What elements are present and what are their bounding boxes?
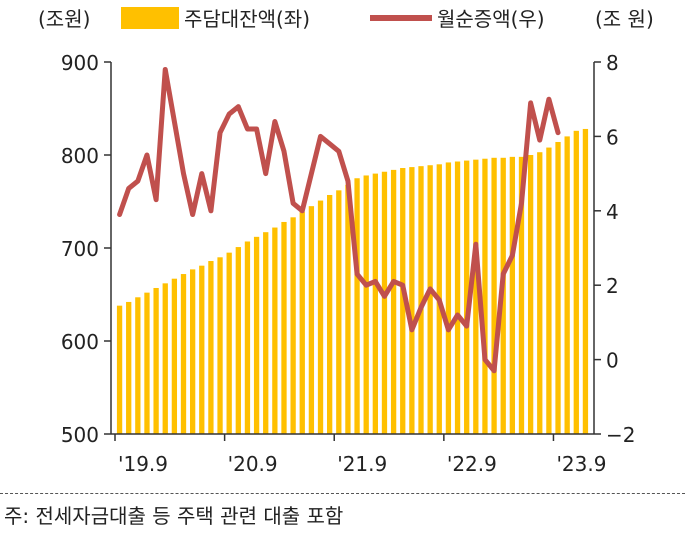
balance-bar	[418, 166, 424, 434]
x-axis-ticks: '19.9 '20.9 '21.9 '22.9 '23.9	[114, 434, 606, 476]
balance-bar	[491, 157, 497, 435]
left-tick-label: 600	[61, 330, 99, 354]
left-tick-label: 800	[61, 144, 99, 168]
balance-bar	[308, 206, 315, 434]
balance-bar	[482, 158, 488, 434]
axes	[110, 62, 595, 435]
left-tick-label: 900	[61, 51, 99, 75]
balance-bar	[454, 161, 461, 434]
balance-bar	[363, 175, 369, 434]
balance-bar	[317, 200, 324, 434]
note-divider	[0, 493, 685, 494]
balance-bar	[336, 190, 342, 434]
balance-bar	[235, 247, 241, 434]
left-axis-ticks: 900 800 700 600 500	[61, 51, 111, 447]
balance-bar	[253, 236, 260, 434]
balance-bar	[573, 130, 579, 434]
balance-bar	[135, 297, 141, 434]
balance-bar	[381, 171, 388, 435]
balance-bar	[208, 261, 214, 434]
balance-bar	[272, 227, 278, 434]
right-tick-label: 8	[606, 51, 619, 75]
balance-bar	[473, 159, 479, 434]
balance-bar	[153, 287, 159, 434]
balance-bar	[162, 283, 168, 434]
balance-bar	[509, 156, 516, 435]
balance-bar	[226, 252, 232, 434]
balance-bar	[400, 168, 406, 434]
balance-bar	[354, 178, 360, 434]
legend-swatch-balance	[121, 7, 179, 29]
increase-line	[117, 66, 561, 374]
balance-bars	[116, 128, 589, 435]
balance-bar	[537, 152, 543, 434]
right-tick-label: 2	[606, 274, 619, 298]
left-axis-unit: (조원)	[38, 7, 90, 31]
balance-bar	[171, 278, 178, 434]
balance-bar	[299, 211, 305, 434]
right-axis-ticks: 8 6 4 2 0 −2	[594, 51, 635, 447]
right-axis-unit: (조 원)	[595, 7, 654, 31]
balance-bar	[372, 173, 378, 434]
balance-bar	[263, 232, 269, 434]
left-tick-label: 700	[61, 237, 99, 261]
balance-bar	[126, 301, 132, 434]
balance-bar	[564, 136, 570, 434]
balance-bar	[345, 184, 351, 434]
balance-bar	[527, 155, 534, 434]
right-tick-label: −2	[606, 423, 635, 447]
balance-bar	[582, 128, 589, 434]
balance-bar	[464, 160, 470, 434]
balance-bar	[409, 167, 415, 434]
x-tick-label: '21.9	[337, 452, 387, 476]
combo-chart: 주담대잔액(좌) 월순증액(우) (조원) (조 원) 900 800 700 600…	[38, 7, 654, 476]
x-tick-label: '19.9	[118, 452, 168, 476]
balance-bar	[290, 217, 296, 434]
balance-bar	[327, 194, 333, 434]
balance-bar	[144, 292, 150, 434]
legend-label-balance: 주담대잔액(좌)	[184, 7, 310, 31]
x-tick-label: '22.9	[447, 452, 497, 476]
balance-bar	[217, 257, 223, 434]
balance-bar	[546, 147, 552, 434]
balance-bar	[427, 165, 433, 435]
balance-bar	[445, 162, 452, 434]
right-tick-label: 6	[606, 125, 619, 149]
x-tick-label: '23.9	[556, 452, 606, 476]
balance-bar	[199, 265, 205, 434]
balance-bar	[244, 241, 251, 434]
footnote: 주: 전세자금대출 등 주택 관련 대출 포함	[4, 504, 344, 528]
balance-bar	[555, 141, 561, 435]
balance-bar	[390, 169, 397, 434]
balance-bar	[518, 156, 525, 435]
x-tick-label: '20.9	[228, 452, 278, 476]
right-tick-label: 4	[606, 200, 619, 224]
legend: 주담대잔액(좌) 월순증액(우)	[121, 7, 545, 31]
balance-bar	[281, 221, 287, 434]
right-tick-label: 0	[606, 349, 619, 373]
balance-bar	[116, 305, 123, 434]
balance-bar	[190, 269, 196, 434]
left-tick-label: 500	[61, 423, 99, 447]
increase-line-layer	[117, 66, 561, 374]
legend-label-increase: 월순증액(우)	[437, 7, 545, 31]
balance-bar	[180, 274, 187, 434]
